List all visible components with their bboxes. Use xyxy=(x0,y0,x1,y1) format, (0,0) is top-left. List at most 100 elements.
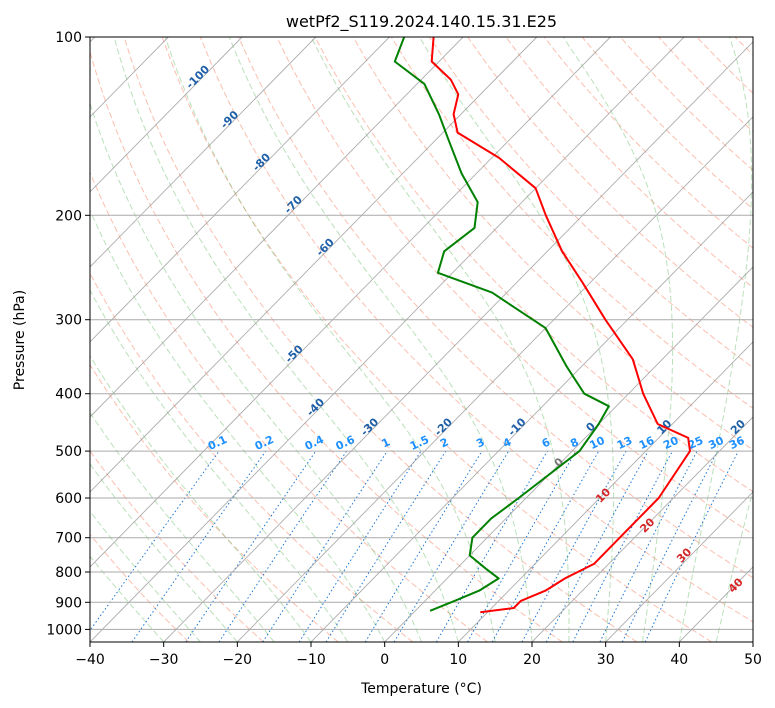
moist-adiabat xyxy=(90,510,201,642)
mixing-ratio-label: 25 xyxy=(686,434,705,452)
isotherm xyxy=(90,37,390,343)
x-ticks: −40 −30 −20 −10 0 10 20 30 40 50 xyxy=(75,642,762,668)
mixing-ratio-line xyxy=(185,450,317,642)
mixing-ratio-line xyxy=(467,450,577,642)
moist-adiabat xyxy=(90,463,238,642)
moist-adiabat xyxy=(90,354,312,642)
dry-adiabat xyxy=(505,37,753,289)
background-lines xyxy=(90,37,753,642)
x-tick-label: −40 xyxy=(75,652,105,668)
moist-adiabat-label: 10 xyxy=(593,485,613,505)
mixing-ratio-label: 0.2 xyxy=(253,433,276,453)
moist-adiabat xyxy=(113,37,459,642)
dry-adiabat xyxy=(90,533,190,642)
dry-adiabat xyxy=(123,37,638,642)
moist-adiabat-label: 30 xyxy=(674,545,694,565)
y-tick-label: 1000 xyxy=(46,622,82,638)
y-tick-label: 200 xyxy=(55,208,82,224)
line-labels: -100-90-80-70-60-50-40-30-20-10010203040… xyxy=(183,63,748,596)
dry-adiabat xyxy=(429,37,753,369)
isotherm xyxy=(90,37,243,193)
dewpoint-profile xyxy=(393,37,610,612)
isotherm xyxy=(90,37,317,268)
x-tick-label: 20 xyxy=(523,652,541,668)
mixing-ratio-line xyxy=(393,450,510,642)
x-tick-label: 30 xyxy=(597,652,615,668)
mixing-ratio-line xyxy=(218,450,348,642)
dry-adiabat xyxy=(543,37,753,249)
isotherm xyxy=(310,191,753,642)
mixing-ratio-label: 10 xyxy=(588,434,608,452)
mixing-ratio-label: 36 xyxy=(727,434,747,452)
dry-adiabat xyxy=(90,171,488,642)
y-tick-label: 700 xyxy=(55,531,82,547)
moist-adiabat xyxy=(715,487,753,642)
mixing-ratio-line xyxy=(435,450,548,642)
mixing-ratio-label: 20 xyxy=(661,434,681,452)
y-axis-label: Pressure (hPa) xyxy=(12,290,28,390)
isotherm xyxy=(531,416,753,642)
x-tick-label: −10 xyxy=(296,652,326,668)
mixing-ratio-line xyxy=(521,450,627,642)
moist-adiabat xyxy=(90,209,386,642)
mixing-ratio-line xyxy=(325,450,447,642)
x-tick-label: 50 xyxy=(744,652,762,668)
y-tick-label: 600 xyxy=(55,491,82,507)
isotherm xyxy=(678,566,753,642)
dry-adiabat xyxy=(467,37,753,328)
mixing-ratio-label: 3 xyxy=(474,435,486,450)
x-axis-label: Temperature (°C) xyxy=(360,681,482,697)
moist-adiabat-label: 40 xyxy=(726,575,746,595)
mixing-ratio-label: 0.4 xyxy=(303,433,326,453)
moist-adiabat xyxy=(678,37,753,642)
isotherm-label: -50 xyxy=(283,342,306,365)
isotherm xyxy=(90,37,464,418)
mixing-ratio-label: 13 xyxy=(615,434,634,452)
dry-adiabat xyxy=(90,272,414,642)
isotherm-label: -80 xyxy=(250,150,273,173)
dry-adiabat xyxy=(161,37,712,642)
mixing-ratio-line xyxy=(599,450,698,642)
mixing-ratio-line xyxy=(364,450,483,642)
mixing-ratio-label: 0.1 xyxy=(206,433,229,453)
moist-adiabat xyxy=(90,555,165,642)
isotherm xyxy=(90,37,538,493)
mixing-ratio-label: 1.5 xyxy=(408,433,431,453)
mixing-ratio-line xyxy=(491,450,600,642)
isotherm xyxy=(90,37,685,642)
moist-adiabat xyxy=(90,101,422,642)
isotherm xyxy=(90,37,611,568)
x-tick-label: 40 xyxy=(670,652,688,668)
isotherm xyxy=(457,341,753,642)
mixing-ratio-label: 16 xyxy=(637,434,657,452)
mixing-ratio-line xyxy=(545,450,649,642)
mixing-ratio-line xyxy=(298,450,422,642)
moist-adiabat xyxy=(90,289,349,642)
moist-adiabat-label: 20 xyxy=(637,515,657,535)
y-ticks: 100 200 300 400 500 600 700 800 900 1000 xyxy=(46,30,90,638)
mixing-ratio-label: 8 xyxy=(568,435,580,450)
isotherm xyxy=(605,491,753,642)
x-tick-label: −30 xyxy=(149,652,179,668)
dry-adiabat xyxy=(352,37,753,451)
dry-adiabat xyxy=(90,363,339,642)
dry-adiabat xyxy=(734,37,753,56)
plot-frame xyxy=(89,36,754,643)
moist-adiabat xyxy=(562,37,674,642)
mixing-ratio-line xyxy=(262,450,388,642)
isotherm-label: -100 xyxy=(183,63,212,92)
mixing-ratio-label: 30 xyxy=(706,434,726,452)
moist-adiabat xyxy=(90,411,275,642)
x-tick-label: 10 xyxy=(449,652,467,668)
isotherm-label: -70 xyxy=(282,193,305,216)
isotherm-label: -90 xyxy=(218,108,241,131)
x-tick-label: 0 xyxy=(380,652,389,668)
isotherm xyxy=(384,266,753,642)
mixing-ratio-line xyxy=(621,450,719,642)
mixing-ratio-label: 0.6 xyxy=(334,433,357,453)
isotherm-label: -10 xyxy=(505,415,528,438)
moist-adiabat xyxy=(310,37,570,642)
dry-adiabat xyxy=(90,49,563,642)
